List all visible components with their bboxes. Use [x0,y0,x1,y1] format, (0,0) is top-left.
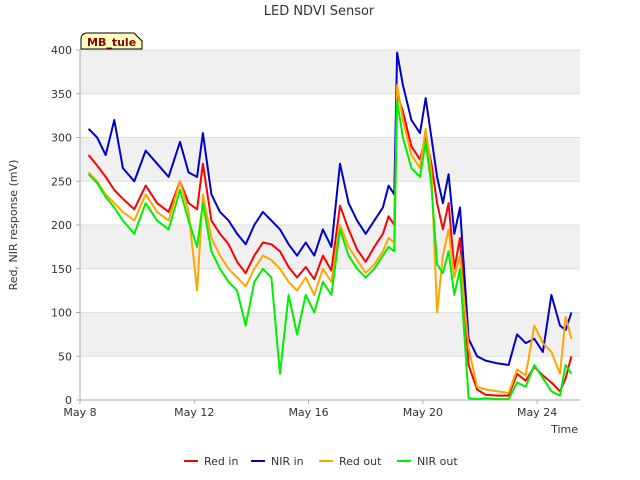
y-axis-ticks: 0 50 100 150 200 250 300 350 400 [51,44,80,407]
legend-label-nir-out: NIR out [417,455,458,468]
x-tick-label: May 8 [63,406,96,419]
y-tick-label: 50 [58,350,72,363]
series-line-red-out [87,84,573,394]
series-line-nir-out [87,99,573,401]
x-tick-label: May 24 [517,406,557,419]
chart-title: LED NDVI Sensor [264,4,375,19]
y-tick-label: 250 [51,175,72,188]
y-tick-label: 350 [51,88,72,101]
y-axis-label: Red, NIR response (mV) [7,160,20,291]
x-tick-label: May 12 [174,406,214,419]
legend-label-red-out: Red out [339,455,382,468]
x-tick-label: May 16 [288,406,328,419]
x-tick-label: May 20 [403,406,443,419]
series-lines [87,51,573,401]
plot-band [80,50,580,94]
plot-band [80,225,580,269]
x-axis-label: Time [550,423,578,436]
y-tick-label: 400 [51,44,72,57]
y-tick-label: 300 [51,132,72,145]
legend-label-red-in: Red in [204,455,238,468]
grid-lines [80,49,580,401]
y-tick-label: 200 [51,219,72,232]
legend: Red in NIR in Red out NIR out [184,455,458,468]
x-axis-ticks: May 8 May 12 May 16 May 20 May 24 [63,400,557,419]
site-label-box [80,32,143,50]
plot-band [80,137,580,182]
y-tick-label: 0 [65,394,72,407]
y-tick-label: 100 [51,307,72,320]
series-line-nir-in [87,51,573,366]
site-label: MB_tule [87,36,136,49]
legend-label-nir-in: NIR in [271,455,304,468]
plot-band [80,312,580,357]
series-line-red-in [87,92,573,397]
site-label-badge: MB_tule [80,32,143,50]
y-tick-label: 150 [51,263,72,276]
